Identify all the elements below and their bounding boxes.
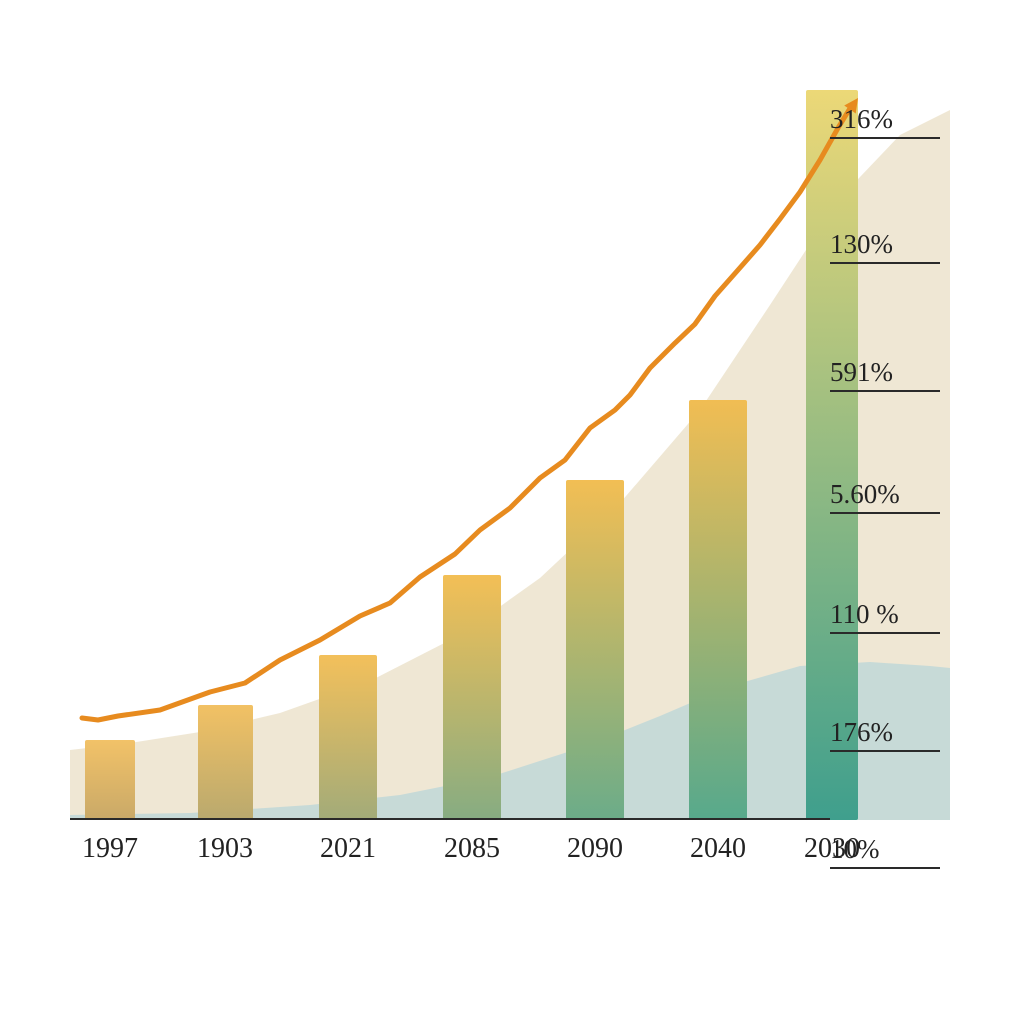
x-axis-labels: 1997190320212085209020402030 bbox=[70, 825, 830, 880]
bar bbox=[198, 705, 253, 820]
bar-group bbox=[70, 80, 830, 820]
x-tick-label: 2040 bbox=[690, 833, 746, 865]
y-tick-label: 10% bbox=[830, 835, 940, 869]
x-tick-label: 1997 bbox=[82, 833, 138, 865]
x-tick-label: 2021 bbox=[320, 833, 376, 865]
y-axis-labels: 316% 130% 591% 5.60% 110 % 176% 10% bbox=[830, 80, 960, 880]
x-tick-label: 2085 bbox=[444, 833, 500, 865]
bar bbox=[566, 480, 624, 820]
y-tick-label: 591% bbox=[830, 358, 940, 392]
plot-area: 1997190320212085209020402030 bbox=[70, 80, 830, 880]
y-tick-label: 316% bbox=[830, 105, 940, 139]
x-axis bbox=[70, 818, 830, 820]
x-tick-label: 1903 bbox=[197, 833, 253, 865]
bar bbox=[319, 655, 377, 820]
growth-chart: 1997190320212085209020402030 316%130%591… bbox=[70, 80, 950, 940]
bar bbox=[689, 400, 747, 820]
y-tick-label: 130% bbox=[830, 230, 940, 264]
y-tick-label: 5.60% bbox=[830, 480, 940, 514]
bar bbox=[443, 575, 501, 820]
y-tick-label: 176% bbox=[830, 718, 940, 752]
x-tick-label: 2090 bbox=[567, 833, 623, 865]
y-tick-label: 110 % bbox=[830, 600, 940, 634]
bar bbox=[85, 740, 135, 820]
